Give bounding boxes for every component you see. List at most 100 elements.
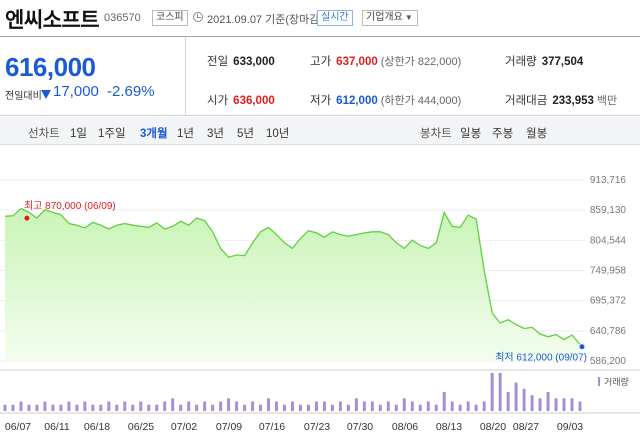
- volume-bar: [354, 398, 358, 411]
- low-value: 612,000: [336, 95, 378, 107]
- chart-period-tabs: 선차트 1일 1주일 3개월 1년 3년 5년 10년 봉차트 일봉 주봉 월봉: [0, 117, 640, 145]
- low-label: 저가: [310, 95, 332, 107]
- low-marker-dot: [579, 344, 585, 350]
- volume-legend-label: 거래량: [604, 376, 629, 387]
- volume-bar: [99, 404, 103, 411]
- prev-close-label: 전일: [207, 56, 229, 68]
- volume-bar: [346, 404, 350, 411]
- amount-unit: 백만: [596, 95, 618, 107]
- open-value: 636,000: [233, 95, 275, 107]
- change-amount: 17,000: [53, 83, 99, 100]
- tab-10years[interactable]: 10년: [266, 128, 290, 140]
- volume-bar: [554, 398, 558, 411]
- tab-3months[interactable]: 3개월: [140, 128, 168, 140]
- tab-monthly[interactable]: 월봉: [526, 128, 548, 140]
- volume-bar: [51, 404, 55, 411]
- volume-bar: [3, 404, 7, 411]
- volume-bar: [83, 401, 87, 411]
- upper-limit: (상한가 822,000): [380, 56, 462, 68]
- volume-bar: [370, 401, 374, 411]
- high-label: 고가: [310, 56, 332, 68]
- volume-bar: [522, 388, 526, 411]
- price-summary: 616,000 전일대비 17,000 -2.69% 전일 633,000 고가 6…: [0, 36, 640, 116]
- volume-bar: [147, 404, 151, 411]
- down-triangle-icon: [41, 90, 51, 99]
- volume-legend-swatch: [598, 377, 600, 386]
- tab-1week[interactable]: 1주일: [98, 128, 126, 140]
- volume-bar: [474, 404, 478, 411]
- volume-bar: [67, 401, 71, 411]
- x-tick-label: 06/25: [128, 421, 154, 433]
- volume-bar: [402, 398, 406, 411]
- tab-1day[interactable]: 1일: [70, 128, 87, 140]
- x-tick-label: 08/13: [436, 421, 462, 433]
- high-marker-dot: [24, 215, 30, 221]
- volume-bar: [570, 398, 574, 411]
- change-percent: -2.69%: [107, 83, 155, 100]
- x-tick-label: 07/30: [347, 421, 373, 433]
- price-chart-svg: 913,716 859,130 804,544 749,958 695,372 640,7…: [0, 175, 640, 433]
- volume-bar: [275, 401, 279, 411]
- volume-bar: [163, 401, 167, 411]
- volume-bar: [179, 404, 183, 411]
- volume-label: 거래량: [505, 56, 537, 68]
- low-marker-label: 최저 612,000 (09/07): [495, 352, 587, 364]
- company-info-button[interactable]: 기업개요 ▼: [362, 10, 418, 26]
- open-label: 시가: [207, 95, 229, 107]
- tab-3years[interactable]: 3년: [207, 128, 224, 140]
- clock-icon: [193, 12, 203, 22]
- open-cell: 시가 636,000: [207, 92, 275, 108]
- volume-bar: [235, 401, 239, 411]
- reference-date: 2021.09.07 기준(장마감): [207, 14, 324, 26]
- tab-daily[interactable]: 일봉: [460, 128, 482, 140]
- volume-bar: [155, 404, 159, 411]
- live-badge[interactable]: 실시간: [317, 10, 353, 26]
- high-marker-label: 최고 870,000 (06/09): [24, 200, 116, 212]
- volume-bar: [259, 404, 263, 411]
- price-chart[interactable]: 913,716 859,130 804,544 749,958 695,372 640,7…: [0, 148, 640, 443]
- x-tick-label: 06/18: [84, 421, 110, 433]
- line-chart-label[interactable]: 선차트: [28, 128, 60, 140]
- current-price: 616,000: [5, 52, 96, 82]
- volume-bar: [546, 392, 550, 411]
- volume-bar: [91, 404, 95, 411]
- lower-limit: (하한가 444,000): [380, 95, 462, 107]
- tab-weekly[interactable]: 주봉: [492, 128, 514, 140]
- volume-bar: [458, 404, 462, 411]
- market-badge: 코스피: [152, 10, 188, 26]
- volume-bar: [203, 401, 207, 411]
- volume-bar: [27, 404, 31, 411]
- volume-bar: [19, 401, 23, 411]
- x-tick-label: 09/03: [557, 421, 583, 433]
- volume-bar: [426, 401, 430, 411]
- volume-bar: [267, 398, 271, 411]
- volume-value: 377,504: [541, 56, 584, 68]
- volume-bar: [243, 404, 247, 411]
- volume-bar: [298, 404, 302, 411]
- x-tick-label: 08/27: [513, 421, 539, 433]
- volume-bar: [251, 401, 255, 411]
- stock-name: 엔씨소프트: [5, 9, 100, 32]
- volume-bar: [123, 401, 127, 411]
- volume-bar: [211, 404, 215, 411]
- company-info-label: 기업개요: [366, 12, 403, 23]
- volume-bar: [322, 401, 326, 411]
- volume-bar: [131, 404, 135, 411]
- candle-chart-label[interactable]: 봉차트: [420, 128, 452, 140]
- price-area: [5, 208, 580, 361]
- x-tick-label: 08/20: [480, 421, 506, 433]
- volume-bar: [410, 401, 414, 411]
- x-tick-label: 06/07: [5, 421, 31, 433]
- volume-bar: [514, 382, 518, 411]
- volume-bar: [43, 401, 47, 411]
- volume-bar: [562, 398, 566, 411]
- volume-bar: [227, 398, 231, 411]
- tab-1year[interactable]: 1년: [177, 128, 194, 140]
- prev-close-value: 633,000: [233, 56, 275, 68]
- tab-5years[interactable]: 5년: [237, 128, 254, 140]
- volume-bar: [538, 398, 542, 411]
- volume-bar: [378, 404, 382, 411]
- amount-value: 233,953: [552, 95, 594, 107]
- chevron-down-icon: ▼: [404, 13, 413, 22]
- volume-cell: 거래량 377,504: [505, 53, 583, 69]
